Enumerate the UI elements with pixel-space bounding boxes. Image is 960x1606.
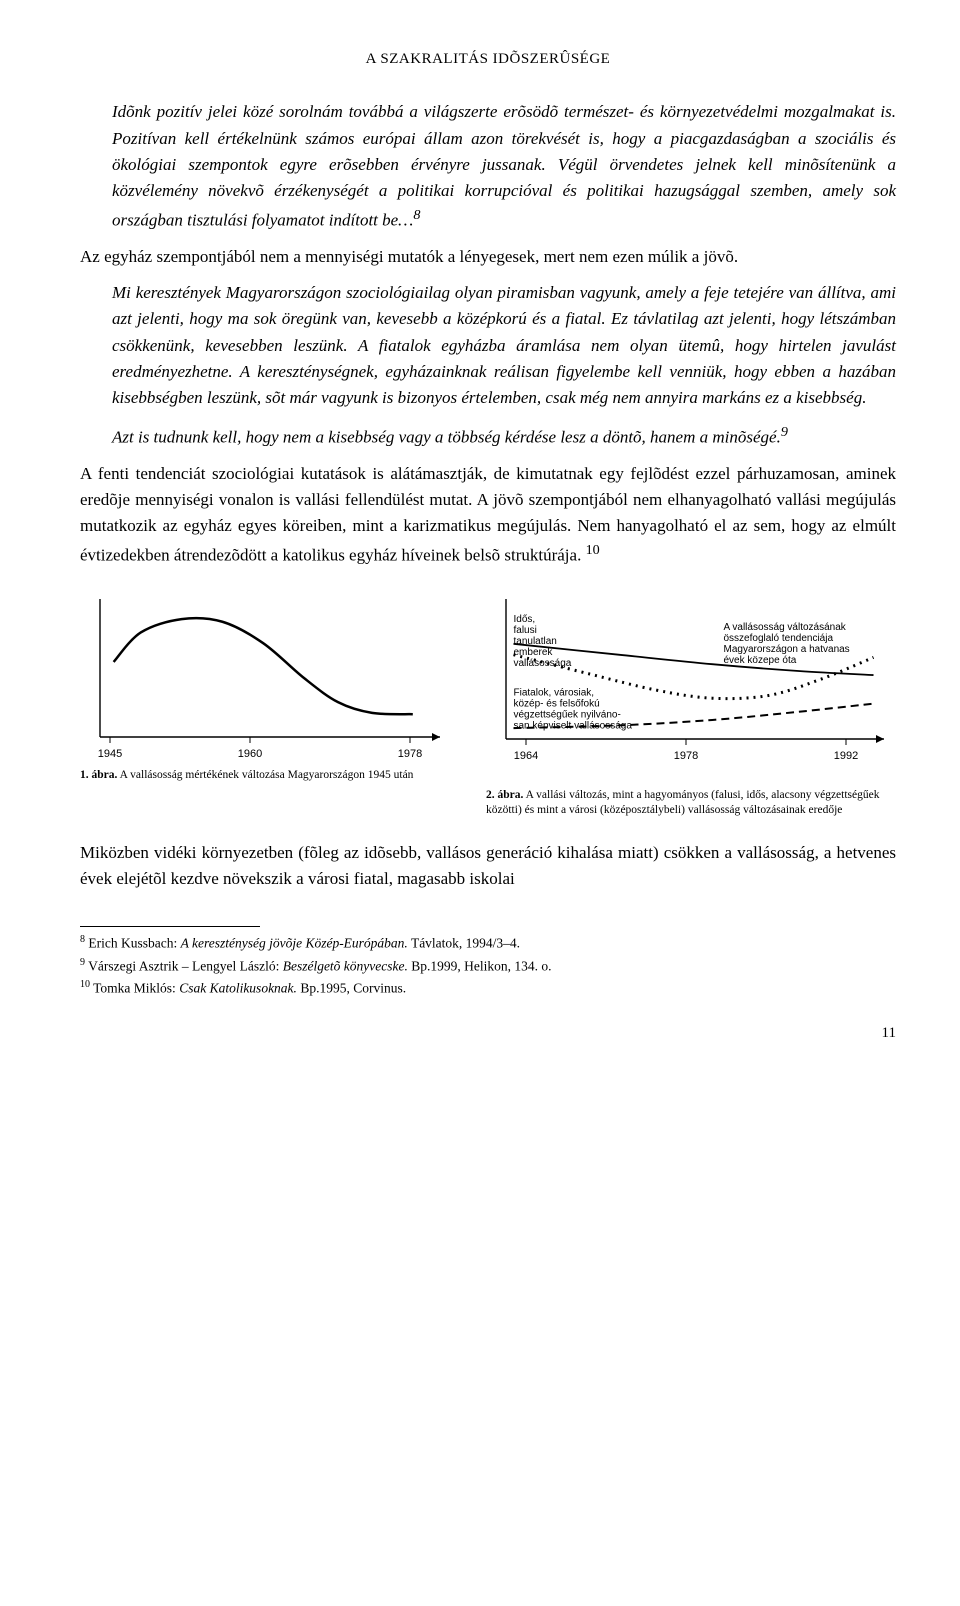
block-quote-1: Idõnk pozitív jelei közé sorolnám tovább… (112, 99, 896, 233)
fig1-tick-2: 1978 (398, 748, 422, 760)
footnote-ref-10: 10 (586, 542, 600, 558)
fig2-tick-1: 1978 (674, 750, 698, 762)
fig2-series-0-label-line-1: falusi (514, 625, 537, 636)
footnote-10-sup: 10 (80, 979, 90, 990)
fig2-series-2-label-line-1: közép- és felsőfokú (514, 698, 600, 709)
footnote-9-a: Várszegi Asztrik – Lengyel László: (85, 958, 283, 973)
footnote-10-a: Tomka Miklós: (90, 981, 179, 996)
paragraph-church: Az egyház szempontjából nem a mennyiségi… (80, 244, 896, 270)
footnote-8-a: Erich Kussbach: (85, 936, 181, 951)
quote1-text: Idõnk pozitív jelei közé sorolnám tovább… (112, 102, 896, 229)
fig2-series-0-label-line-0: Idős, (514, 614, 536, 625)
figure-2-caption: 2. ábra. A vallási változás, mint a hagy… (486, 788, 896, 818)
figures-row: 1945 1960 1978 1. ábra. A vallásosság mé… (80, 589, 896, 818)
footnote-8: 8 Erich Kussbach: A kereszténység jövõje… (80, 933, 896, 953)
fig1-caption-num: 1. ábra. (80, 769, 117, 781)
figure-1-chart: 1945 1960 1978 (80, 589, 450, 764)
figure-2-chart: 1964 1978 1992 Idős,falusitanulatlanembe… (486, 589, 896, 784)
fig2-series-0-label-line-2: tanulatlan (514, 636, 557, 647)
footnotes-divider (80, 926, 260, 927)
footnote-8-b: Távlatok, 1994/3–4. (408, 936, 520, 951)
fig2-series-0-label-line-4: vallásossága (514, 658, 572, 669)
page-number: 11 (80, 1022, 896, 1045)
fig1-caption-text: A vallásosság mértékének változása Magya… (120, 769, 414, 781)
figure-2: 1964 1978 1992 Idős,falusitanulatlanembe… (486, 589, 896, 818)
fig2-series-1-label-line-0: A vallásosság változásának (724, 622, 847, 633)
fig2-tick-2: 1992 (834, 750, 858, 762)
fig2-series-1-label-line-1: összefoglaló tendenciája (724, 633, 834, 644)
block-quote-2-p1: Mi keresztények Magyarországon szociológ… (112, 280, 896, 412)
footnote-10-b: Bp.1995, Corvinus. (297, 981, 406, 996)
fig2-series-1-label-line-2: Magyarországon a hatvanas (724, 644, 850, 655)
fig1-tick-0: 1945 (98, 748, 122, 760)
page-header: A SZAKRALITÁS IDÕSZERÛSÉGE (80, 48, 896, 71)
fig2-series-1-label-line-3: évek közepe óta (724, 655, 797, 666)
quote2-text: Azt is tudnunk kell, hogy nem a kisebbsé… (112, 427, 781, 446)
footnote-ref-8: 8 (413, 207, 420, 223)
p3-text: A fenti tendenciát szociológiai kutatáso… (80, 464, 896, 565)
fig2-series-0-label-line-3: emberek (514, 647, 554, 658)
fig2-caption-num: 2. ábra. (486, 789, 523, 801)
footnote-9-i: Beszélgetõ könyvecske. (283, 958, 408, 973)
fig2-series-2-label-line-0: Fiatalok, városiak, (514, 687, 595, 698)
fig2-series-2-label-line-3: san képviselt vallásossága (514, 720, 633, 731)
fig1-tick-1: 1960 (238, 748, 262, 760)
footnote-9: 9 Várszegi Asztrik – Lengyel László: Bes… (80, 956, 896, 976)
footnote-10-i: Csak Katolikusoknak. (179, 981, 297, 996)
footnote-ref-9: 9 (781, 424, 788, 440)
fig2-series-2-label-line-2: végzettségűek nyilváno- (514, 709, 621, 720)
footnote-10: 10 Tomka Miklós: Csak Katolikusoknak. Bp… (80, 978, 896, 998)
paragraph-mikozben: Miközben vidéki környezetben (fõleg az i… (80, 840, 896, 893)
block-quote-2-p2: Azt is tudnunk kell, hogy nem a kisebbsé… (112, 422, 896, 451)
footnote-9-b: Bp.1999, Helikon, 134. o. (408, 958, 552, 973)
fig2-caption-text: A vallási változás, mint a hagyományos (… (486, 789, 879, 816)
fig2-tick-0: 1964 (514, 750, 538, 762)
figure-1-caption: 1. ábra. A vallásosság mértékének változ… (80, 768, 466, 783)
figure-1: 1945 1960 1978 1. ábra. A vallásosság mé… (80, 589, 466, 818)
footnote-8-i: A kereszténység jövõje Közép-Európában. (181, 936, 408, 951)
paragraph-tendencia: A fenti tendenciát szociológiai kutatáso… (80, 461, 896, 569)
